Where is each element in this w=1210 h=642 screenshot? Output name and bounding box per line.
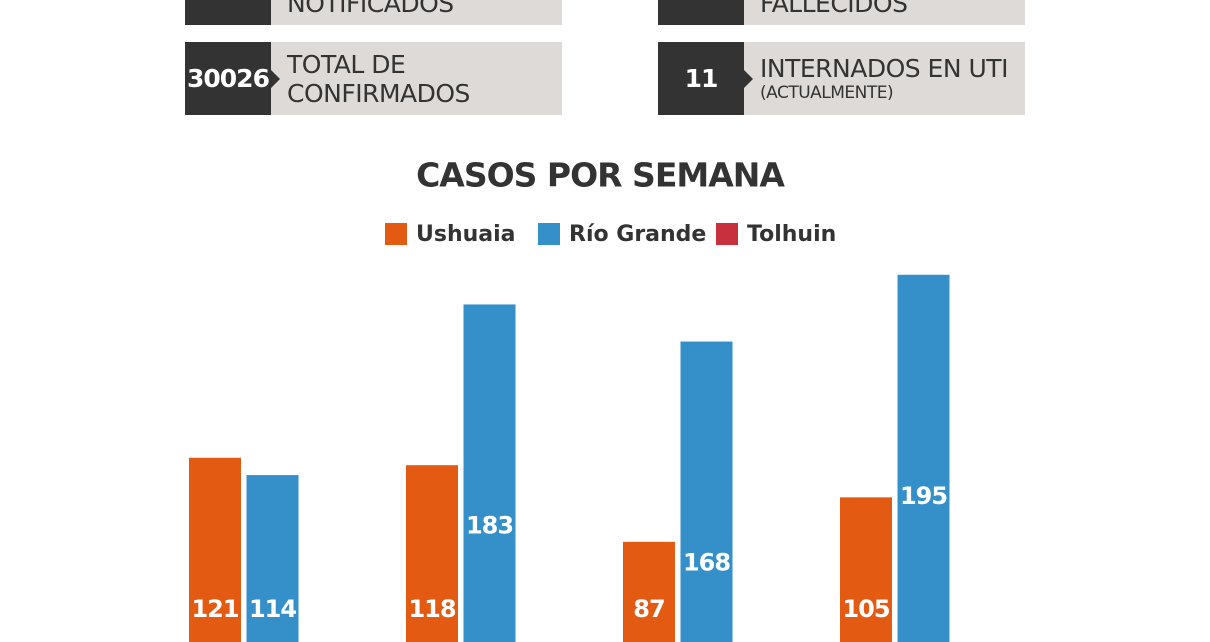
legend-swatch: [716, 223, 738, 245]
stat-box: 30026 TOTAL DE CONFIRMADOS: [185, 42, 562, 115]
legend-label: Ushuaia: [416, 222, 516, 247]
stat-box: 11 INTERNADOS EN UTI (ACTUALMENTE): [658, 42, 1025, 115]
legend-label: Río Grande: [569, 222, 706, 247]
legend-label: Tolhuin: [747, 222, 836, 247]
bar: [406, 465, 458, 642]
bar-value-label: 118: [408, 595, 455, 623]
chart-title: CASOS POR SEMANA: [416, 156, 785, 195]
stat-label: TOTAL DE FALLECIDOS: [760, 0, 1025, 25]
bar-value-label: 87: [633, 595, 664, 623]
stat-number: 35260: [185, 0, 271, 25]
legend-swatch: [385, 223, 407, 245]
stat-note: (ACTUALMENTE): [760, 83, 894, 103]
bar: [189, 457, 241, 642]
stat-number: 30026: [185, 42, 280, 115]
bar-value-label: 168: [683, 549, 730, 577]
bar: [840, 497, 892, 642]
stat-label-text: TOTAL DE NOTIFICADOS: [287, 0, 454, 18]
bar: [246, 475, 299, 642]
stat-number: 11: [658, 42, 753, 115]
bar: [463, 304, 516, 642]
stat-label-text: TOTAL DE FALLECIDOS: [760, 0, 908, 18]
bar: [623, 541, 675, 642]
stat-label-text: INTERNADOS EN UTI: [760, 54, 1008, 83]
bar-value-label: 183: [466, 511, 513, 539]
bar-value-label: 121: [191, 595, 238, 623]
stat-box: 35260 TOTAL DE NOTIFICADOS: [185, 0, 562, 25]
bar: [897, 274, 950, 642]
stat-label: TOTAL DE CONFIRMADOS: [287, 42, 562, 115]
bar-value-label: 114: [249, 595, 296, 623]
bar-value-label: 105: [842, 595, 889, 623]
stat-label-text: TOTAL DE CONFIRMADOS: [287, 49, 470, 108]
stat-label: TOTAL DE NOTIFICADOS: [287, 0, 562, 25]
stat-label: INTERNADOS EN UTI (ACTUALMENTE): [760, 42, 1008, 115]
legend-swatch: [538, 223, 560, 245]
stat-number: 481: [658, 0, 744, 25]
bar-value-label: 195: [900, 482, 947, 510]
bar: [680, 341, 733, 642]
stat-box: 481 TOTAL DE FALLECIDOS: [658, 0, 1025, 25]
